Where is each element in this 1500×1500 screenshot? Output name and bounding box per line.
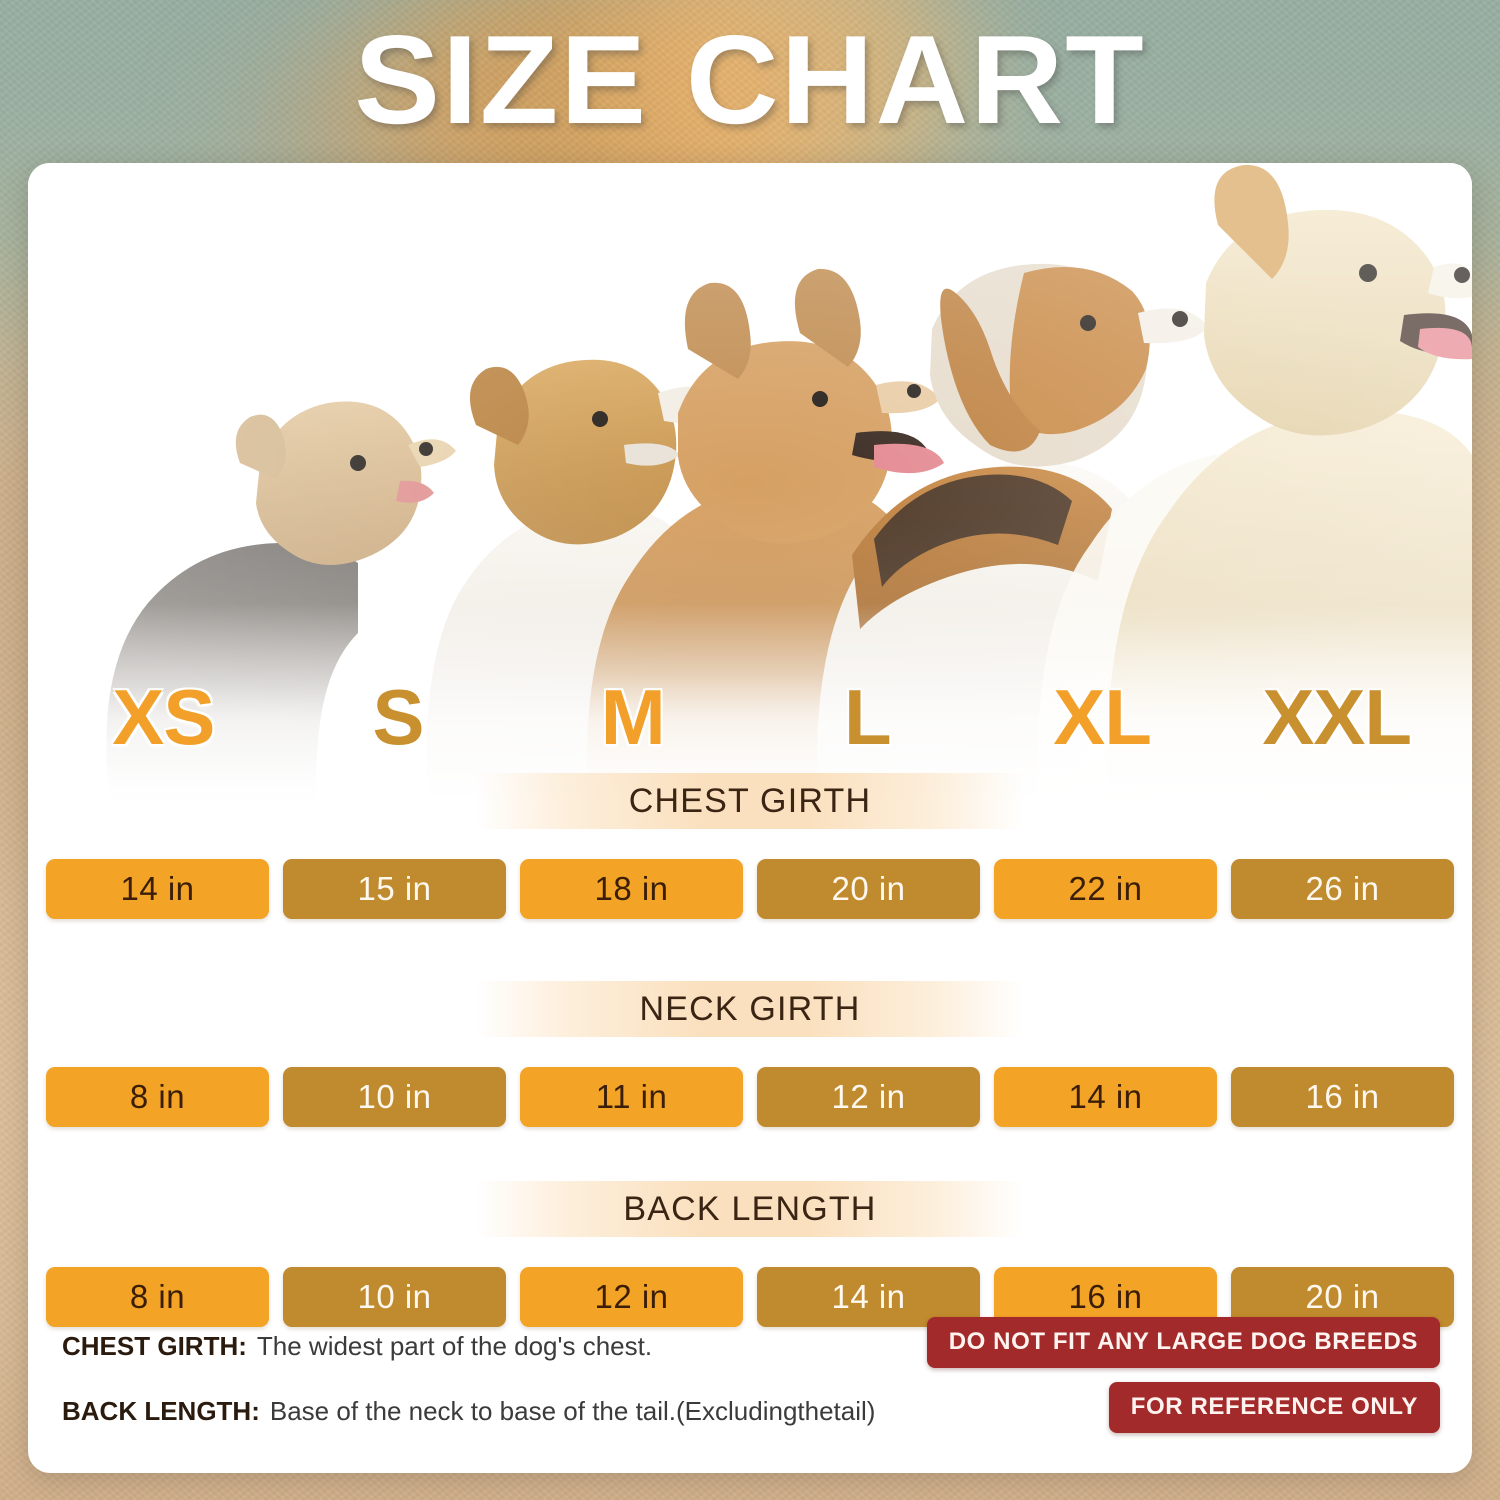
dog-illustration	[28, 163, 1472, 803]
value-back-xs: 8 in	[46, 1267, 269, 1327]
value-chest-xl: 22 in	[994, 859, 1217, 919]
note-chest-girth: CHEST GIRTH: The widest part of the dog'…	[62, 1331, 962, 1362]
size-label-xs: XS	[112, 673, 215, 761]
card-footer: CHEST GIRTH: The widest part of the dog'…	[28, 1293, 1472, 1473]
section-header-neck-girth: NECK GIRTH	[639, 989, 861, 1028]
value-chest-m: 18 in	[520, 859, 743, 919]
note-back-length-value: Base of the neck to base of the tail.(Ex…	[269, 1396, 876, 1427]
badge-reference-only: FOR REFERENCE ONLY	[1108, 1382, 1440, 1433]
measurement-block-neck-girth: NECK GIRTH 8 in 10 in 11 in 12 in 14 in …	[46, 981, 1454, 1127]
section-band-back-length: BACK LENGTH	[476, 1181, 1024, 1237]
section-header-back-length: BACK LENGTH	[623, 1189, 877, 1228]
value-row-neck-girth: 8 in 10 in 11 in 12 in 14 in 16 in	[46, 1067, 1454, 1127]
warning-badges: DO NOT FIT ANY LARGE DOG BREEDS FOR REFE…	[926, 1317, 1440, 1433]
size-label-l: L	[844, 673, 892, 761]
value-back-s: 10 in	[283, 1267, 506, 1327]
value-neck-xs: 8 in	[46, 1067, 269, 1127]
value-neck-s: 10 in	[283, 1067, 506, 1127]
section-header-chest-girth: CHEST GIRTH	[628, 781, 872, 820]
measurement-block-chest-girth: CHEST GIRTH 14 in 15 in 18 in 20 in 22 i…	[46, 773, 1454, 919]
section-band-neck-girth: NECK GIRTH	[476, 981, 1024, 1037]
value-back-m: 12 in	[520, 1267, 743, 1327]
section-band-chest-girth: CHEST GIRTH	[476, 773, 1024, 829]
value-neck-xl: 14 in	[994, 1067, 1217, 1127]
note-chest-girth-value: The widest part of the dog's chest.	[256, 1331, 653, 1361]
badge-no-large-breeds: DO NOT FIT ANY LARGE DOG BREEDS	[926, 1317, 1440, 1368]
value-neck-m: 11 in	[520, 1067, 743, 1127]
definition-notes: CHEST GIRTH: The widest part of the dog'…	[62, 1331, 962, 1461]
size-label-s: S	[372, 673, 424, 761]
size-label-row: XS S M L XL XXL	[46, 678, 1454, 756]
value-chest-l: 20 in	[757, 859, 980, 919]
note-chest-girth-key: CHEST GIRTH:	[62, 1331, 247, 1361]
note-back-length: BACK LENGTH: Base of the neck to base of…	[62, 1396, 962, 1427]
value-chest-xxl: 26 in	[1231, 859, 1454, 919]
page-title: SIZE CHART	[354, 9, 1146, 150]
size-label-xxl: XXL	[1262, 673, 1412, 761]
size-label-m: M	[600, 673, 666, 761]
value-chest-s: 15 in	[283, 859, 506, 919]
value-neck-l: 12 in	[757, 1067, 980, 1127]
note-back-length-key: BACK LENGTH:	[62, 1396, 260, 1427]
value-row-chest-girth: 14 in 15 in 18 in 20 in 22 in 26 in	[46, 859, 1454, 919]
size-chart-card: XS S M L XL XXL CHEST GIRTH 14 in 15 in …	[28, 163, 1472, 1473]
value-neck-xxl: 16 in	[1231, 1067, 1454, 1127]
size-label-xl: XL	[1053, 673, 1152, 761]
value-chest-xs: 14 in	[46, 859, 269, 919]
